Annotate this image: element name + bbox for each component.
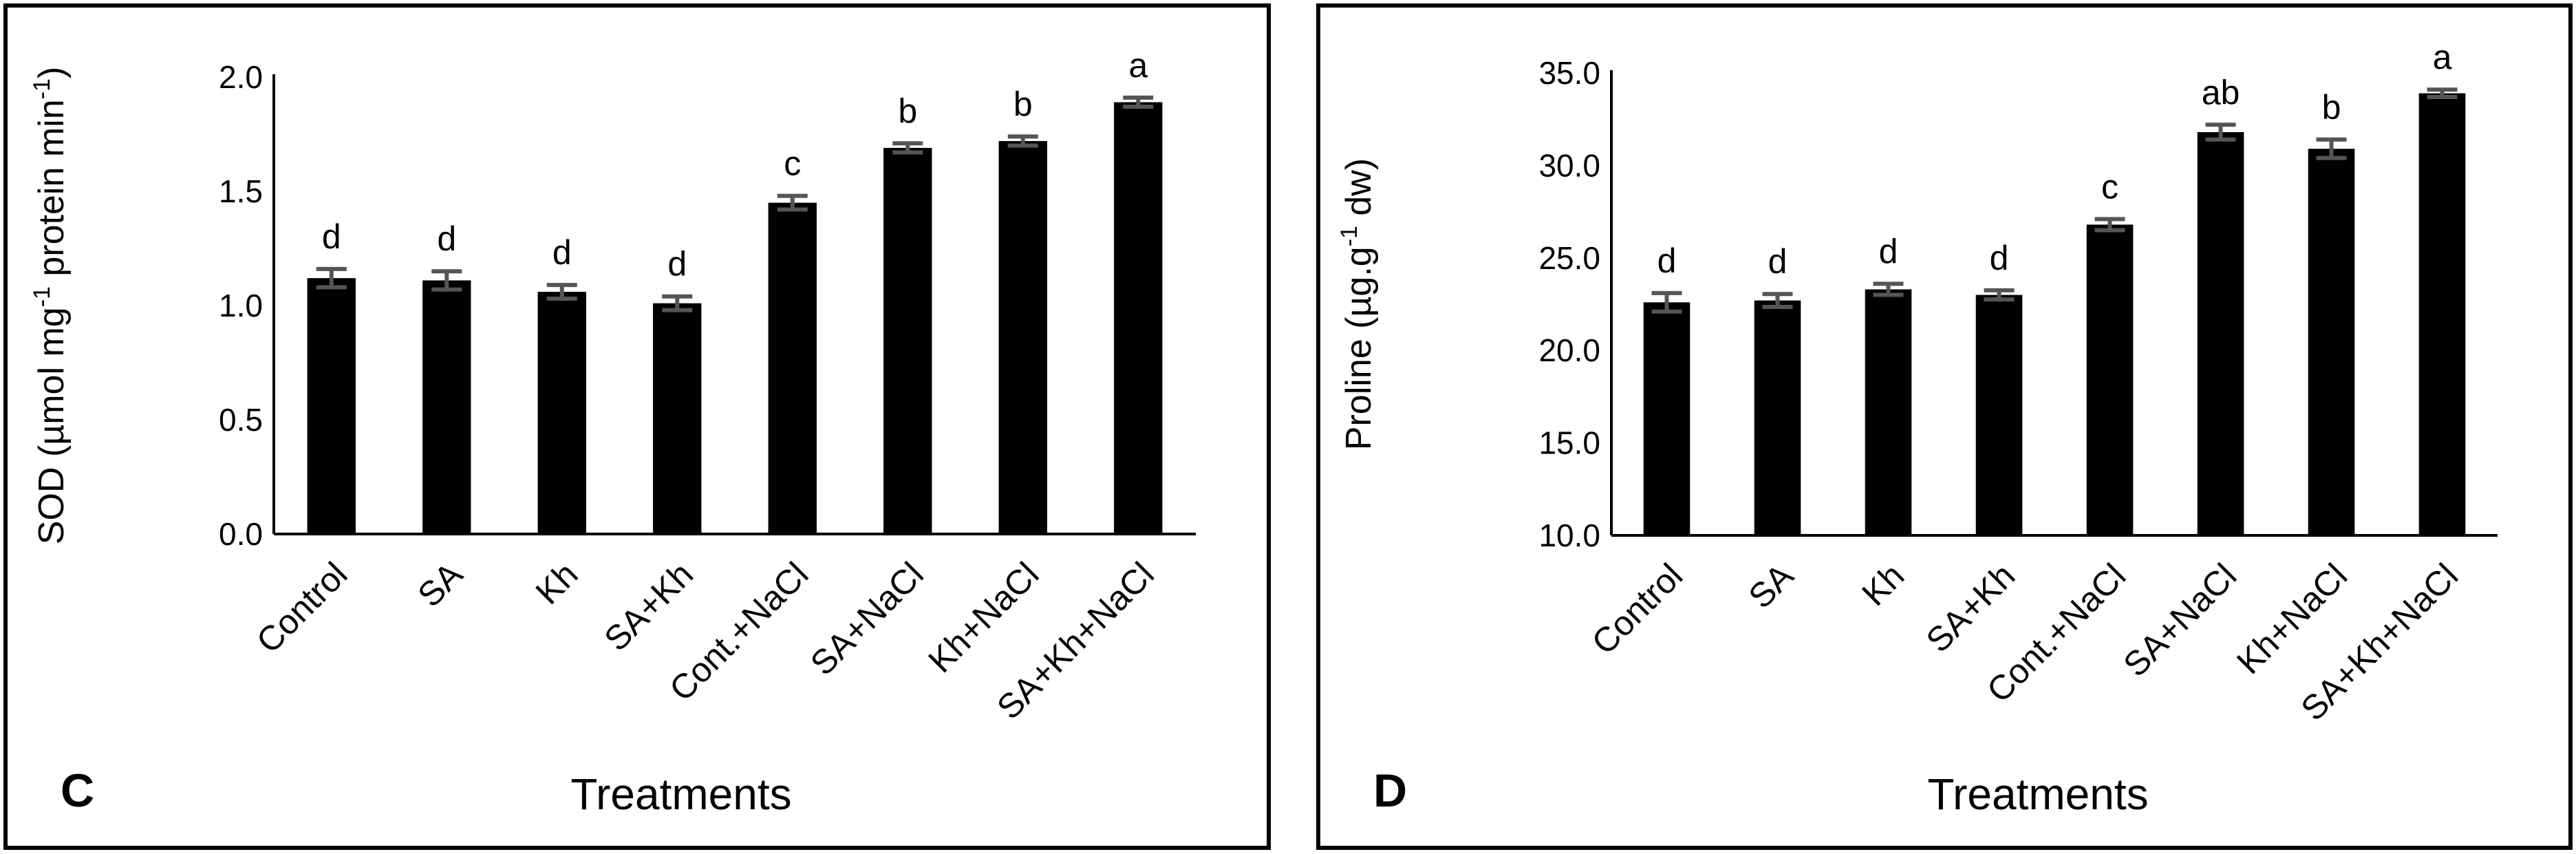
proline-y-tick-label: 25.0: [1538, 240, 1600, 276]
sod-significance-label-3: d: [667, 245, 687, 284]
sod-bar-6: [998, 140, 1047, 534]
sod-bar-2: [537, 292, 586, 534]
proline-bar-7: [2418, 93, 2466, 535]
proline-chart-panel: 10.015.020.025.030.035.0dControldSAdKhdS…: [1316, 3, 2573, 850]
proline-y-axis-title: Proline (µg.g-1 dw): [1336, 158, 1379, 450]
proline-significance-label-5: ab: [2202, 73, 2240, 111]
proline-bar-0: [1643, 302, 1690, 535]
proline-significance-label-3: d: [1990, 239, 2009, 277]
proline-y-axis-title-mid: dw): [1339, 158, 1379, 226]
sod-x-axis-title: Treatments: [570, 769, 791, 819]
sod-bar-0: [307, 278, 356, 534]
proline-panel-frame: [1316, 3, 2573, 850]
sod-bar-5: [883, 147, 932, 535]
proline-y-tick-label: 20.0: [1538, 332, 1600, 368]
sod-significance-label-7: a: [1128, 46, 1148, 85]
sod-y-tick-label: 1.5: [219, 173, 263, 209]
proline-y-axis-title-pre: Proline (µg.g: [1339, 246, 1379, 450]
proline-y-axis-title-sup1: -1: [1336, 226, 1362, 246]
sod-y-axis-title-sup2: -1: [29, 78, 55, 99]
proline-significance-label-2: d: [1879, 232, 1898, 270]
sod-y-axis-title-sup1: -1: [29, 286, 55, 307]
sod-bar-4: [768, 202, 817, 534]
sod-significance-label-4: c: [784, 145, 801, 183]
sod-y-axis-title-mid: protein min: [32, 99, 72, 286]
sod-bar-7: [1114, 102, 1163, 534]
sod-significance-label-5: b: [898, 92, 917, 130]
proline-x-axis-title: Treatments: [1927, 769, 2148, 819]
sod-y-tick-label: 0.5: [219, 402, 263, 438]
sod-y-tick-label: 1.0: [219, 288, 263, 323]
sod-panel-frame: [3, 3, 1271, 850]
sod-significance-label-2: d: [552, 233, 572, 272]
proline-bar-3: [1975, 295, 2023, 535]
sod-significance-label-6: b: [1013, 85, 1033, 123]
sod-chart-panel: 0.00.51.01.52.0dControldSAdKhdSA+KhcCont…: [3, 3, 1271, 850]
proline-significance-label-7: a: [2433, 38, 2452, 76]
sod-y-axis-title-post: ): [32, 67, 72, 78]
sod-significance-label-0: d: [322, 217, 341, 256]
proline-bar-6: [2308, 149, 2355, 535]
proline-y-tick-label: 30.0: [1538, 147, 1600, 183]
sod-bar-3: [653, 303, 702, 534]
sod-y-tick-label: 2.0: [219, 59, 263, 95]
sod-y-tick-label: 0.0: [219, 516, 263, 552]
sod-bar-1: [422, 280, 471, 534]
sod-y-axis-title-pre: SOD (µmol mg: [32, 307, 72, 544]
proline-bar-2: [1865, 289, 1912, 535]
proline-y-tick-label: 10.0: [1538, 517, 1600, 553]
proline-panel-label: D: [1373, 765, 1407, 817]
proline-significance-label-4: c: [2101, 167, 2118, 206]
sod-y-axis-title: SOD (µmol mg-1 protein min-1): [29, 67, 72, 544]
proline-y-tick-label: 35.0: [1538, 55, 1600, 91]
proline-y-tick-label: 15.0: [1538, 425, 1600, 461]
proline-bar-5: [2197, 132, 2244, 536]
proline-significance-label-6: b: [2322, 88, 2341, 127]
proline-significance-label-0: d: [1657, 242, 1677, 280]
sod-panel-label: C: [61, 765, 94, 817]
proline-bar-1: [1754, 300, 1801, 535]
proline-bar-4: [2086, 224, 2134, 535]
proline-significance-label-1: d: [1768, 242, 1788, 281]
sod-significance-label-1: d: [437, 220, 456, 258]
